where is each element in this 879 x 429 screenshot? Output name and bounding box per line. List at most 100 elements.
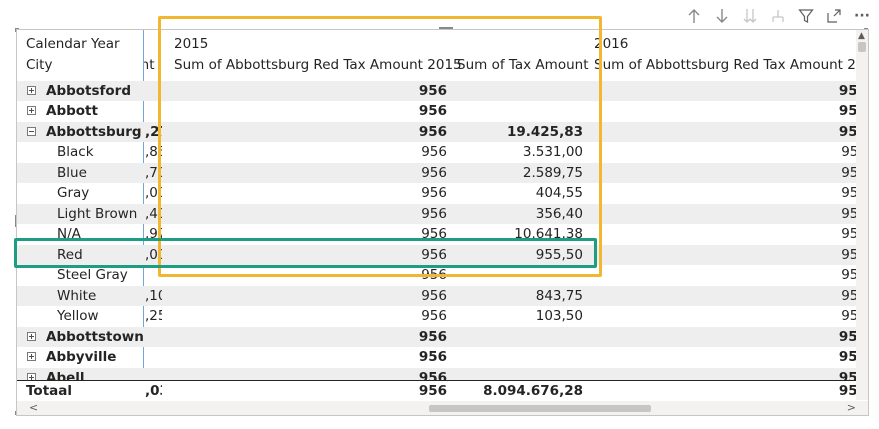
matrix-grid: Calendar Year City Sum of Tax Amount 201… — [17, 30, 868, 399]
table-row[interactable]: Abbott 956 956 — [17, 101, 868, 122]
total-row: Totaal ,03 956 8.094.676,28 956 — [17, 380, 868, 403]
row-city-label: Abbotsford — [46, 82, 132, 99]
row-red-2015: 956 — [421, 205, 447, 222]
row-city-label: Abbottsburg — [46, 123, 142, 140]
row-red-2015: 956 — [421, 246, 447, 263]
row-red-2015: 956 — [418, 103, 447, 119]
column-header-year-2016[interactable]: 2016 — [594, 36, 629, 52]
total-red-2015: 956 — [418, 383, 447, 399]
vertical-scrollbar[interactable]: ▲ — [856, 30, 868, 400]
row-red-2015: 956 — [418, 82, 447, 99]
row-red-2015: 956 — [421, 144, 447, 160]
expand-plus-icon[interactable] — [27, 106, 36, 115]
row-partial-value: ,97 — [145, 226, 162, 242]
row-partial-value — [145, 327, 162, 348]
expand-plus-icon[interactable] — [27, 331, 36, 341]
column-header-abbottsburg-red-2016[interactable]: Sum of Abbottsburg Red Tax Amount 2015 — [594, 57, 868, 73]
row-header-city[interactable]: City — [26, 57, 53, 73]
row-partial-value — [145, 101, 162, 122]
row-partial-value: ,40 — [145, 205, 162, 222]
row-red-2015: 956 — [418, 349, 447, 365]
total-label: Totaal — [26, 383, 72, 399]
row-city-label: Abbott — [46, 103, 98, 119]
collapse-minus-icon[interactable] — [27, 126, 36, 136]
expand-plus-icon[interactable] — [27, 352, 36, 361]
double-arrow-down-icon[interactable] — [741, 7, 759, 25]
row-tax-2015 — [447, 101, 583, 122]
row-city-label: Steel Gray — [57, 267, 128, 283]
row-tax-2015 — [447, 327, 583, 348]
row-tax-2015 — [447, 81, 583, 102]
row-city-label: Red — [57, 246, 83, 263]
more-options-icon[interactable]: ··· — [854, 8, 870, 24]
filter-icon[interactable] — [797, 7, 815, 25]
table-row[interactable]: Abbyville 956 956 — [17, 347, 868, 368]
total-partial-value: ,03 — [145, 383, 162, 399]
scroll-up-arrow[interactable]: ▲ — [858, 31, 865, 41]
scroll-left-arrow[interactable]: < — [29, 401, 39, 414]
table-row[interactable]: Abbottstown 956 956 — [17, 326, 868, 348]
column-header-year-2015[interactable]: 2015 — [174, 36, 209, 52]
row-red-2015: 956 — [421, 226, 447, 242]
row-city-label: N/A — [57, 226, 81, 242]
scroll-right-arrow[interactable]: > — [846, 401, 856, 414]
row-tax-2015: 955,50 — [535, 246, 583, 263]
horizontal-scrollbar[interactable]: < > — [17, 401, 868, 415]
table-row[interactable]: Steel Gray 956 956 — [17, 265, 868, 286]
arrow-down-icon[interactable] — [713, 7, 731, 25]
row-tax-2015: 356,40 — [535, 205, 583, 222]
row-tax-2015: 19.425,83 — [506, 123, 583, 140]
row-city-label: Blue — [57, 164, 87, 181]
resize-handle-top[interactable] — [439, 27, 453, 30]
focus-mode-icon[interactable] — [825, 7, 843, 25]
visual-header-toolbar: ··· — [685, 6, 871, 26]
row-tax-2015: 10.641,38 — [514, 226, 583, 242]
expand-hierarchy-icon[interactable] — [769, 7, 787, 25]
row-partial-value — [145, 265, 162, 286]
row-tax-2015 — [447, 347, 583, 368]
row-city-label: Yellow — [57, 308, 99, 324]
row-tax-2015: 3.531,00 — [522, 144, 583, 160]
horizontal-scroll-thumb[interactable] — [429, 405, 651, 412]
row-tax-2015: 843,75 — [535, 287, 583, 304]
row-partial-value: ,00 — [145, 185, 162, 201]
row-partial-value — [145, 81, 162, 102]
vertical-scroll-thumb[interactable] — [858, 42, 866, 52]
expand-plus-icon[interactable] — [27, 85, 36, 95]
row-tax-2015: 103,50 — [535, 308, 583, 324]
row-tax-2015 — [447, 265, 583, 286]
row-city-label: Light Brown — [57, 205, 138, 222]
column-header-abbottsburg-red-2015[interactable]: Sum of Abbottsburg Red Tax Amount 2015 — [174, 57, 462, 73]
table-row[interactable]: Abbotsford 956 956 — [17, 80, 868, 102]
column-header-sum-tax-amount[interactable]: Sum of Tax Amount — [457, 57, 589, 73]
row-city-label: White — [57, 287, 97, 304]
row-red-2015: 956 — [421, 267, 447, 283]
row-red-2015: 956 — [421, 185, 447, 201]
row-city-label: Gray — [57, 185, 90, 201]
matrix-visual[interactable]: Calendar Year City Sum of Tax Amount 201… — [16, 29, 869, 416]
row-city-label: Black — [57, 144, 94, 160]
row-partial-value: ,27 — [145, 123, 162, 140]
total-tax-2015: 8.094.676,28 — [483, 383, 583, 399]
row-partial-value: ,00 — [145, 246, 162, 263]
row-tax-2015: 404,55 — [535, 185, 583, 201]
arrow-up-icon[interactable] — [685, 7, 703, 25]
partial-column-header[interactable]: Sum of Tax Amount — [143, 57, 155, 73]
row-partial-value: ,25 — [145, 308, 162, 324]
row-red-2015: 956 — [421, 308, 447, 324]
row-city-label: Abbottstown — [46, 328, 144, 345]
row-header-calendar-year[interactable]: Calendar Year — [26, 36, 120, 52]
row-red-2015: 956 — [418, 123, 447, 140]
row-red-2015: 956 — [421, 164, 447, 181]
row-red-2015: 956 — [421, 287, 447, 304]
row-city-label: Abbyville — [46, 349, 117, 365]
